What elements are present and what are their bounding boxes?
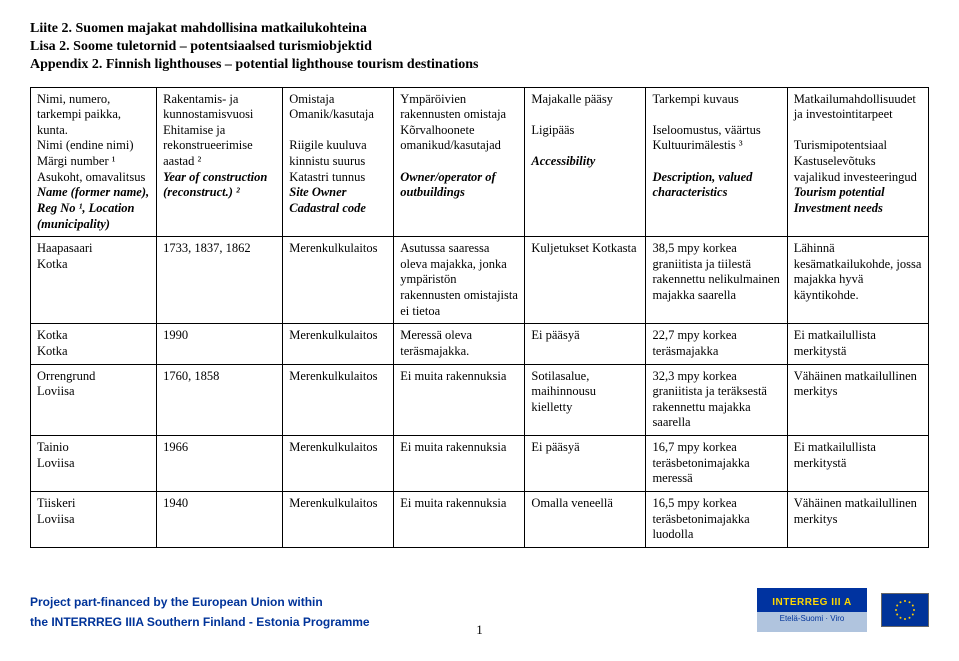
cell-potential: Ei matkailullista merkitystä [787, 324, 928, 364]
cell-outbuildings: Ei muita rakennuksia [394, 491, 525, 547]
hdr-fi: Tarkempi kuvaus [652, 92, 738, 106]
hdr-et: Omanik/kasutaja Riigile kuuluva kinnistu… [289, 107, 374, 184]
lighthouse-location: Kotka [37, 257, 150, 273]
lighthouse-location: Loviisa [37, 456, 150, 472]
hdr-et: Iseloomustus, väärtus Kultuurimälestis ³ [652, 123, 760, 153]
header-access: Majakalle pääsy Ligipääs Accessibility [525, 87, 646, 237]
hdr-fi: Omistaja [289, 92, 334, 106]
cell-name: TiiskeriLoviisa [31, 491, 157, 547]
cell-outbuildings: Meressä oleva teräsmajakka. [394, 324, 525, 364]
cell-potential: Vähäinen matkailullinen merkitys [787, 364, 928, 436]
cell-owner: Merenkulkulaitos [283, 237, 394, 324]
header-year: Rakentamis- ja kunnostamisvuosi Ehitamis… [157, 87, 283, 237]
hdr-fi: Matkailumahdollisuudet ja investointitar… [794, 92, 916, 122]
cell-access: Omalla veneellä [525, 491, 646, 547]
hdr-et: Turismipotentsiaal Kastuselevõtuks vajal… [794, 138, 917, 183]
eu-flag-icon [881, 593, 929, 627]
title-fi: Liite 2. Suomen majakat mahdollisina mat… [30, 20, 929, 38]
lighthouse-name: Kotka [37, 328, 150, 344]
lighthouse-table: Nimi, numero, tarkempi paikka, kunta. Ni… [30, 87, 929, 548]
cell-access: Ei pääsyä [525, 436, 646, 492]
cell-potential: Vähäinen matkailullinen merkitys [787, 491, 928, 547]
hdr-en: Tourism potential Investment needs [794, 185, 885, 215]
table-header-row: Nimi, numero, tarkempi paikka, kunta. Ni… [31, 87, 929, 237]
title-et: Lisa 2. Soome tuletornid – potentsiaalse… [30, 38, 929, 56]
cell-year: 1940 [157, 491, 283, 547]
cell-access: Ei pääsyä [525, 324, 646, 364]
cell-owner: Merenkulkulaitos [283, 364, 394, 436]
hdr-fi: Nimi, numero, tarkempi paikka, kunta. [37, 92, 121, 137]
hdr-et: Kõrvalhoonete omanikud/kasutajad [400, 123, 501, 153]
footer-line2: the INTERRREG IIIA Southern Finland - Es… [30, 613, 370, 632]
footer-line1: Project part-financed by the European Un… [30, 593, 370, 612]
cell-outbuildings: Asutussa saaressa oleva majakka, jonka y… [394, 237, 525, 324]
cell-name: OrrengrundLoviisa [31, 364, 157, 436]
header-desc: Tarkempi kuvaus Iseloomustus, väärtus Ku… [646, 87, 787, 237]
interreg-logo: INTERREG III A Etelä-Suomi · Viro [757, 588, 867, 632]
title-en: Appendix 2. Finnish lighthouses – potent… [30, 56, 929, 74]
cell-desc: 38,5 mpy korkea graniitista ja tiilestä … [646, 237, 787, 324]
lighthouse-location: Loviisa [37, 512, 150, 528]
hdr-en: Site Owner Cadastral code [289, 185, 366, 215]
table-row: TainioLoviisa1966MerenkulkulaitosEi muit… [31, 436, 929, 492]
lighthouse-name: Orrengrund [37, 369, 150, 385]
lighthouse-name: Tainio [37, 440, 150, 456]
cell-owner: Merenkulkulaitos [283, 324, 394, 364]
hdr-en: Accessibility [531, 154, 595, 168]
cell-potential: Lähinnä kesämatkailukohde, jossa majakka… [787, 237, 928, 324]
table-row: TiiskeriLoviisa1940MerenkulkulaitosEi mu… [31, 491, 929, 547]
cell-year: 1733, 1837, 1862 [157, 237, 283, 324]
hdr-en: Name (former name), Reg No ¹, Location (… [37, 185, 149, 230]
cell-potential: Ei matkailullista merkitystä [787, 436, 928, 492]
cell-outbuildings: Ei muita rakennuksia [394, 436, 525, 492]
hdr-en: Owner/operator of outbuildings [400, 170, 496, 200]
interreg-bottom: Etelä-Suomi · Viro [780, 614, 845, 623]
cell-desc: 16,7 mpy korkea teräsbetonimajakka meres… [646, 436, 787, 492]
lighthouse-location: Kotka [37, 344, 150, 360]
cell-access: Sotilasalue, maihinnousu kielletty [525, 364, 646, 436]
lighthouse-name: Haapasaari [37, 241, 150, 257]
cell-year: 1760, 1858 [157, 364, 283, 436]
hdr-fi: Rakentamis- ja kunnostamisvuosi [163, 92, 253, 122]
cell-year: 1990 [157, 324, 283, 364]
cell-desc: 22,7 mpy korkea teräsmajakka [646, 324, 787, 364]
hdr-en: Year of construction (reconstruct.) ² [163, 170, 267, 200]
cell-name: TainioLoviisa [31, 436, 157, 492]
footer-logos: INTERREG III A Etelä-Suomi · Viro [757, 588, 929, 632]
cell-owner: Merenkulkulaitos [283, 491, 394, 547]
lighthouse-name: Tiiskeri [37, 496, 150, 512]
table-row: OrrengrundLoviisa1760, 1858Merenkulkulai… [31, 364, 929, 436]
header-outbuildings: Ympäröivien rakennusten omistaja Kõrvalh… [394, 87, 525, 237]
hdr-et: Ligipääs [531, 123, 574, 137]
table-row: KotkaKotka1990MerenkulkulaitosMeressä ol… [31, 324, 929, 364]
document-titles: Liite 2. Suomen majakat mahdollisina mat… [30, 20, 929, 75]
header-name: Nimi, numero, tarkempi paikka, kunta. Ni… [31, 87, 157, 237]
cell-desc: 16,5 mpy korkea teräsbetonimajakka luodo… [646, 491, 787, 547]
interreg-top: INTERREG III A [772, 597, 851, 608]
cell-name: HaapasaariKotka [31, 237, 157, 324]
cell-desc: 32,3 mpy korkea graniitista ja teräksest… [646, 364, 787, 436]
header-owner: Omistaja Omanik/kasutaja Riigile kuuluva… [283, 87, 394, 237]
cell-owner: Merenkulkulaitos [283, 436, 394, 492]
cell-outbuildings: Ei muita rakennuksia [394, 364, 525, 436]
hdr-en: Description, valued characteristics [652, 170, 752, 200]
lighthouse-location: Loviisa [37, 384, 150, 400]
cell-name: KotkaKotka [31, 324, 157, 364]
header-potential: Matkailumahdollisuudet ja investointitar… [787, 87, 928, 237]
hdr-et: Nimi (endine nimi) Märgi number ¹ Asukoh… [37, 138, 145, 183]
table-row: HaapasaariKotka1733, 1837, 1862Merenkulk… [31, 237, 929, 324]
cell-year: 1966 [157, 436, 283, 492]
hdr-fi: Ympäröivien rakennusten omistaja [400, 92, 506, 122]
hdr-et: Ehitamise ja rekonstrueerimise aastad ² [163, 123, 253, 168]
footer-text: Project part-financed by the European Un… [30, 593, 370, 631]
cell-access: Kuljetukset Kotkasta [525, 237, 646, 324]
hdr-fi: Majakalle pääsy [531, 92, 613, 106]
